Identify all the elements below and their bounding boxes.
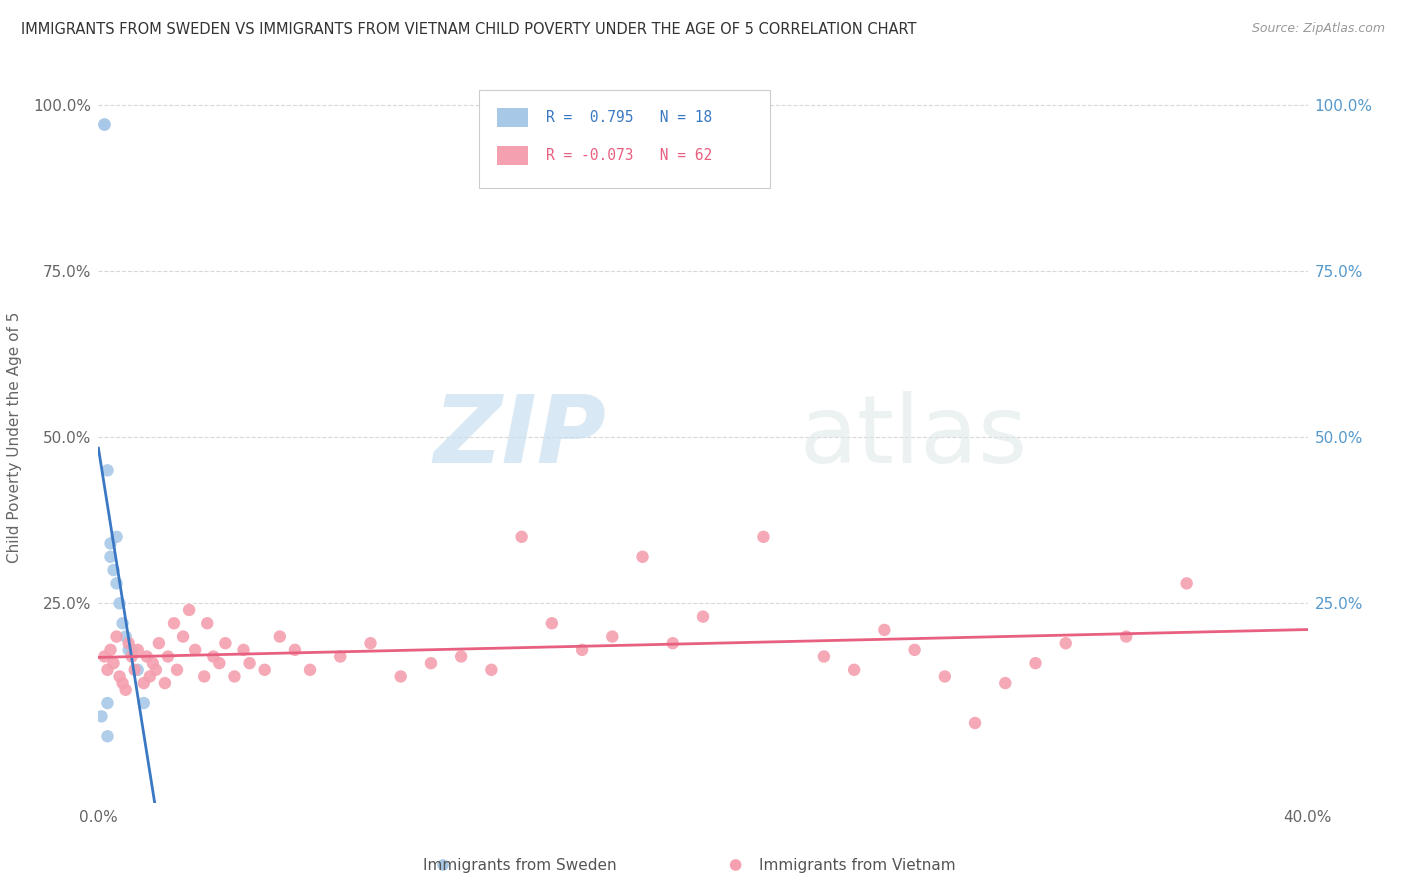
Point [132, 676, 155, 690]
Point [949, 819, 972, 833]
Point [139, 669, 162, 683]
Point [195, 616, 218, 631]
Point [360, 636, 382, 650]
Point [142, 656, 165, 670]
FancyBboxPatch shape [498, 146, 527, 165]
Text: ZIP: ZIP [433, 391, 606, 483]
Point [284, 643, 307, 657]
Point [661, 636, 683, 650]
Point [184, 643, 207, 657]
Point [510, 530, 533, 544]
Point [105, 630, 128, 644]
Point [253, 663, 276, 677]
Point [1115, 630, 1137, 644]
Point [994, 676, 1017, 690]
Point [100, 536, 122, 550]
Point [121, 649, 143, 664]
Point [166, 663, 188, 677]
Point [752, 530, 775, 544]
Point [132, 696, 155, 710]
Text: R = -0.073   N = 62: R = -0.073 N = 62 [546, 148, 711, 163]
Point [420, 656, 443, 670]
Point [96, 663, 118, 677]
Point [1054, 636, 1077, 650]
Point [121, 643, 143, 657]
Point [232, 643, 254, 657]
Point [193, 669, 215, 683]
Point [1175, 576, 1198, 591]
Point [105, 576, 128, 591]
Point [114, 630, 136, 644]
Point [108, 596, 131, 610]
FancyBboxPatch shape [479, 90, 769, 188]
Point [224, 669, 246, 683]
Point [179, 603, 201, 617]
Point [269, 630, 291, 644]
Point [100, 643, 122, 657]
Point [934, 669, 956, 683]
Point [100, 549, 122, 564]
Point [114, 682, 136, 697]
Y-axis label: Child Poverty Under the Age of 5: Child Poverty Under the Age of 5 [7, 311, 22, 563]
Text: atlas: atlas [800, 391, 1028, 483]
Text: Immigrants from Vietnam: Immigrants from Vietnam [759, 858, 956, 872]
Point [103, 656, 125, 670]
Point [904, 643, 927, 657]
Point [135, 649, 157, 664]
Point [329, 649, 352, 664]
Text: Immigrants from Sweden: Immigrants from Sweden [423, 858, 617, 872]
Point [163, 616, 186, 631]
Point [93, 649, 115, 664]
Point [96, 696, 118, 710]
Point [299, 663, 322, 677]
Point [239, 656, 262, 670]
Point [145, 663, 167, 677]
Point [602, 630, 624, 644]
Point [156, 649, 179, 664]
Point [631, 549, 654, 564]
Point [813, 649, 835, 664]
Point [873, 623, 896, 637]
Point [692, 609, 714, 624]
Point [105, 530, 128, 544]
Point [540, 616, 562, 631]
Point [148, 636, 170, 650]
Text: R =  0.795   N = 18: R = 0.795 N = 18 [546, 110, 711, 125]
Point [965, 716, 987, 731]
Point [96, 463, 118, 477]
Point [124, 663, 146, 677]
Point [90, 709, 112, 723]
Point [1024, 656, 1046, 670]
Point [93, 118, 115, 132]
Point [108, 669, 131, 683]
Point [844, 663, 866, 677]
Point [481, 663, 503, 677]
Point [118, 636, 141, 650]
Point [208, 656, 231, 670]
Text: IMMIGRANTS FROM SWEDEN VS IMMIGRANTS FROM VIETNAM CHILD POVERTY UNDER THE AGE OF: IMMIGRANTS FROM SWEDEN VS IMMIGRANTS FRO… [21, 22, 917, 37]
Point [111, 676, 134, 690]
Text: Source: ZipAtlas.com: Source: ZipAtlas.com [1251, 22, 1385, 36]
Point [153, 676, 176, 690]
Point [127, 663, 149, 677]
Point [450, 649, 472, 664]
Point [118, 643, 141, 657]
Point [111, 616, 134, 631]
FancyBboxPatch shape [498, 108, 527, 127]
Point [202, 649, 225, 664]
Point [389, 669, 412, 683]
Point [214, 636, 236, 650]
Point [96, 729, 118, 743]
Point [127, 643, 149, 657]
Point [103, 563, 125, 577]
Point [93, 118, 115, 132]
Point [571, 643, 593, 657]
Point [172, 630, 194, 644]
